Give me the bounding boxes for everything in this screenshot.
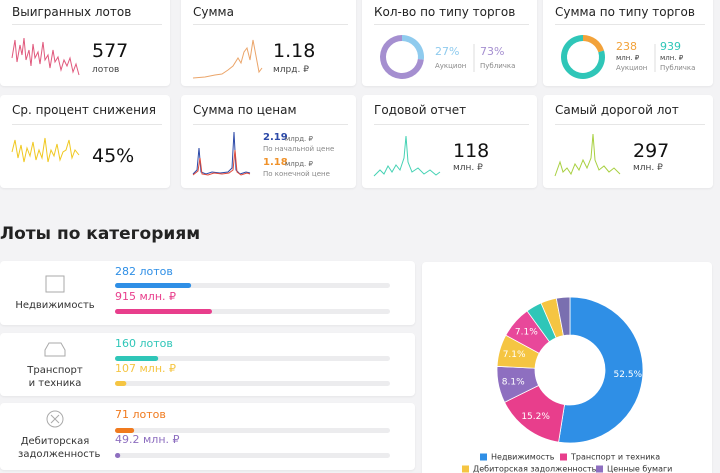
bar-track (115, 381, 390, 386)
slice-label: 7.1% (515, 327, 538, 337)
category-name: Дебиторская задолженность (18, 436, 101, 460)
sum-label: 107 млн. ₽ (115, 362, 177, 375)
kpi-value: 1.18 (273, 40, 316, 62)
sum-label: 49.2 млн. ₽ (115, 433, 180, 446)
category-name: Транспорт и техника (27, 365, 83, 389)
bar (115, 309, 212, 314)
icon (45, 275, 65, 293)
category-card (0, 403, 415, 470)
bar-track (115, 453, 390, 458)
legend-label: Ценные бумаги (607, 465, 672, 473)
kpi-title: Сумма по типу торгов (555, 5, 695, 19)
slice-label: 15.2% (521, 412, 550, 422)
sparkline (192, 149, 251, 176)
pie-slice (555, 296, 571, 337)
kpi-title: Сумма по ценам (193, 103, 297, 117)
kpi-card (0, 95, 170, 188)
kpi-value: 297 (633, 140, 670, 162)
kpi-title: Выигранных лотов (12, 5, 132, 19)
bar (115, 381, 127, 386)
kpi-value: 118 (453, 140, 490, 162)
sum-label: 915 млн. ₽ (115, 290, 177, 303)
bar (115, 453, 121, 458)
kpi-part-name: По начальной цене (263, 145, 335, 153)
category-name: Недвижимость (15, 300, 95, 311)
kpi-value: 577 (92, 40, 129, 62)
kpi-title: Сумма (193, 5, 234, 19)
kpi-part-unit: млрд. ₽ (285, 135, 313, 143)
kpi-title: Годовой отчет (374, 103, 467, 117)
sparkline (11, 37, 80, 76)
lots-label: 160 лотов (115, 337, 173, 350)
kpi-value: 45% (92, 145, 135, 167)
section-title: Лоты по категориям (0, 224, 201, 244)
sparkline (373, 135, 441, 177)
slice-label: 7.1% (503, 350, 526, 360)
legend-swatch (480, 453, 487, 461)
icon (44, 342, 66, 357)
icon (50, 414, 60, 424)
slice-label: 52.5% (614, 370, 643, 380)
bar-track (115, 428, 390, 433)
kpi-part-unit: млн. ₽ (660, 54, 684, 62)
lots-label: 282 лотов (115, 265, 173, 278)
kpi-title: Самый дорогой лот (555, 103, 679, 117)
sparkline (554, 133, 621, 177)
lots-label: 71 лотов (115, 408, 166, 421)
kpi-title: Кол-во по типу торгов (374, 5, 516, 19)
legend-swatch (560, 453, 567, 461)
ring-segment (583, 35, 605, 53)
kpi-unit: млрд. ₽ (273, 65, 309, 75)
kpi-part-name: Аукцион (616, 64, 648, 72)
kpi-part-name: По конечной цене (263, 170, 330, 178)
kpi-part-value: 238 (616, 40, 637, 53)
kpi-part-unit: млрд. ₽ (285, 160, 313, 168)
ring-segment (402, 35, 424, 60)
legend-label: Недвижимость (491, 453, 555, 462)
kpi-card (362, 95, 537, 188)
legend-swatch (596, 465, 603, 473)
legend-label: Дебиторская задолженность (473, 465, 597, 473)
kpi-part-value: 939 (660, 40, 681, 53)
kpi-card (0, 0, 170, 86)
bar (115, 428, 135, 433)
legend-label: Транспорт и техника (570, 453, 660, 462)
pie-slice (558, 296, 644, 444)
kpi-unit: млн. ₽ (633, 163, 663, 173)
slice-label: 8.1% (502, 377, 525, 387)
kpi-part-value: 1.18 (263, 157, 288, 168)
bar-track (115, 356, 390, 361)
kpi-card (181, 0, 356, 86)
kpi-title: Ср. процент снижения (12, 103, 156, 117)
bar (115, 283, 192, 288)
kpi-part-value: 73% (480, 45, 505, 58)
kpi-part-name: Публичка (660, 64, 696, 72)
kpi-unit: лотов (92, 65, 120, 75)
kpi-part-unit: млн. ₽ (616, 54, 640, 62)
category-card (0, 261, 415, 325)
kpi-part-value: 27% (435, 45, 460, 58)
kpi-part-value: 2.19 (263, 132, 288, 143)
kpi-part-name: Публичка (480, 62, 516, 70)
bar (115, 356, 159, 361)
sparkline (11, 137, 80, 163)
icon (46, 410, 64, 428)
kpi-unit: млн. ₽ (453, 163, 483, 173)
sparkline (192, 39, 263, 79)
marks: 52.5% 15.2% 8.1% 7.1% 7.1% Недвижимость Трансп… (115, 35, 672, 473)
kpi-part-name: Аукцион (435, 62, 467, 70)
legend-swatch (462, 465, 469, 473)
